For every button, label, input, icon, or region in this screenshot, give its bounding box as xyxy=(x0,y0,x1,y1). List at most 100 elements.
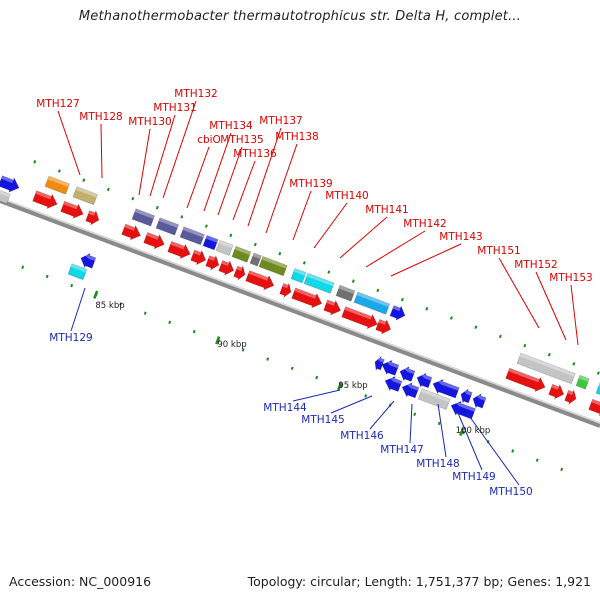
gene-label-mth142: MTH142 xyxy=(403,218,446,230)
tick-inner-9 xyxy=(241,348,245,352)
leader-mth137 xyxy=(247,127,282,227)
tick-outer-10 xyxy=(278,251,282,256)
gene-label-mth152: MTH152 xyxy=(514,259,557,271)
leader-mth135 xyxy=(217,146,243,216)
forward-gene-arrow-12 xyxy=(291,287,323,309)
scale-label-1: 90 kbp xyxy=(217,340,246,350)
scale-label-3: 100 kbp xyxy=(456,426,491,436)
gene-label-mth127: MTH127 xyxy=(36,98,79,110)
gene-label-cbio: cbiO xyxy=(197,134,221,146)
leader-mth145 xyxy=(330,395,373,414)
leader-mth139 xyxy=(292,190,312,241)
tick-outer-14 xyxy=(376,288,380,293)
forward-gene-arrow-17 xyxy=(548,383,565,400)
reverse-gene-arrow-1-shine xyxy=(70,263,87,273)
forward-gene-arrow-8-shine xyxy=(221,260,230,266)
cog-feature-0 xyxy=(44,175,70,195)
tick-inner-6 xyxy=(168,320,172,325)
scale-label-2: 95 kbp xyxy=(338,381,367,391)
cog-feature-9 xyxy=(258,256,288,277)
reverse-gene-arrow-3 xyxy=(381,359,400,376)
cog-feature-13 xyxy=(353,291,391,315)
forward-gene-arrow-5-shine xyxy=(170,241,185,250)
tick-outer-13 xyxy=(351,279,355,283)
tick-outer-6 xyxy=(180,215,184,219)
reverse-gene-arrow-2 xyxy=(374,356,385,371)
reverse-gene-arrow-3-shine xyxy=(383,359,399,369)
cog-edge-gray xyxy=(0,190,11,204)
leader-mth152 xyxy=(535,271,567,341)
cog-feature-1 xyxy=(72,186,98,206)
tick-outer-17 xyxy=(449,316,453,320)
cog-feature-10-shine xyxy=(293,268,307,276)
tick-outer-19 xyxy=(498,334,502,339)
forward-gene-arrow-12-shine xyxy=(294,287,317,299)
backbone-line xyxy=(0,199,600,428)
backbone-highlight xyxy=(0,197,600,424)
reverse-gene-arrow-0-shine xyxy=(82,252,96,261)
tick-inner-10 xyxy=(266,357,270,361)
tick-inner-2 xyxy=(70,283,74,288)
forward-gene-arrow-18 xyxy=(564,389,577,406)
gene-label-mth136: MTH136 xyxy=(233,148,277,160)
tick-outer-22 xyxy=(572,362,576,366)
gene-label-mth131: MTH131 xyxy=(153,102,196,114)
forward-gene-arrow-2-shine xyxy=(88,210,96,216)
forward-gene-arrow-1 xyxy=(60,200,84,219)
reverse-gene-arrow-12-shine xyxy=(453,400,476,412)
tick-inner-12 xyxy=(315,375,319,380)
genome-backbone xyxy=(0,197,600,428)
reverse-gene-arrow-6-shine xyxy=(434,378,460,391)
cog-feature-4-shine xyxy=(182,226,205,238)
tick-inner-5 xyxy=(143,311,147,315)
cog-feature-8 xyxy=(249,252,262,267)
tick-outer-15 xyxy=(400,297,404,302)
cog-feature-13-shine xyxy=(356,292,390,307)
reverse-gene-arrow-6 xyxy=(432,378,460,399)
tick-outer-4 xyxy=(131,196,135,201)
tick-inner-22 xyxy=(560,467,564,472)
leader-mth151 xyxy=(498,257,540,329)
cog-feature-2-shine xyxy=(134,208,155,219)
gene-label-mth148: MTH148 xyxy=(416,458,459,470)
tick-inner-14 xyxy=(364,394,368,398)
gene-label-mth137: MTH137 xyxy=(259,115,302,127)
forward-gene-arrow-0 xyxy=(32,190,58,210)
cog-feature-10 xyxy=(290,268,307,284)
cog-feature-7 xyxy=(231,245,252,263)
reverse-gene-arrow-9 xyxy=(384,375,403,392)
genome-summary-text: Topology: circular; Length: 1,751,377 bp… xyxy=(247,574,591,589)
forward-gene-arrow-7 xyxy=(205,255,220,271)
tick-marks xyxy=(21,160,600,472)
gene-label-mth130: MTH130 xyxy=(128,116,171,128)
reverse-gene-arrow-8 xyxy=(472,393,487,409)
forward-gene-arrow-7-shine xyxy=(208,255,216,261)
reverse-gene-arrow-4-shine xyxy=(401,366,415,375)
leader-cbio xyxy=(186,146,210,209)
leader-mth134 xyxy=(203,132,232,212)
tick-inner-11 xyxy=(290,366,294,371)
reverse-gene-arrow-7-shine xyxy=(462,389,473,396)
gene-label-mth147: MTH147 xyxy=(380,444,423,456)
forward-gene-arrow-10-shine xyxy=(248,270,269,281)
forward-gene-arrow-10 xyxy=(245,270,275,291)
gene-label-mth139: MTH139 xyxy=(289,178,332,190)
gene-label-mth128: MTH128 xyxy=(79,111,122,123)
leader-mth144 xyxy=(292,389,341,402)
gene-label-mth144: MTH144 xyxy=(263,402,307,414)
gene-label-mth132: MTH132 xyxy=(174,88,217,100)
leader-mth138 xyxy=(265,143,298,234)
tick-outer-0 xyxy=(33,160,37,164)
tick-inner-18 xyxy=(462,430,466,435)
gene-arrows xyxy=(32,190,600,420)
cog-feature-2 xyxy=(131,208,155,227)
tick-outer-20 xyxy=(523,343,527,348)
cog-feature-5 xyxy=(202,235,219,251)
cog-features xyxy=(0,175,600,395)
cog-feature-17 xyxy=(595,382,600,395)
forward-gene-arrow-2 xyxy=(85,210,100,226)
cog-feature-14 xyxy=(389,305,406,321)
leader-mth150 xyxy=(466,412,520,486)
tick-inner-20 xyxy=(511,449,515,453)
